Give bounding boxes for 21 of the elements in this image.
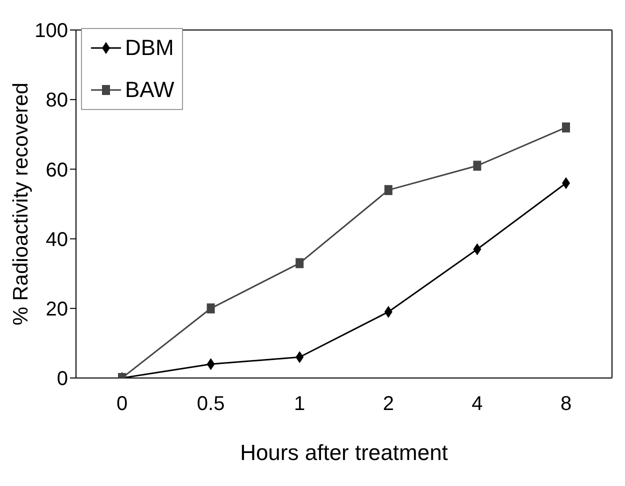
legend-label: BAW [125,77,174,103]
y-tick-label: 40 [46,228,68,251]
point [206,303,215,314]
y-tick-label: 100 [34,20,68,42]
point [384,185,392,196]
point [296,258,304,268]
y-tick-label: 20 [46,298,68,320]
point [562,122,570,132]
x-tick-label: 2 [382,393,394,416]
y-tick-label: 60 [46,159,68,182]
legend-label: DBM [125,35,174,61]
x-axis-title: Hours after treatment [240,440,448,465]
y-axis-title: % Radioactivity recovered [9,82,32,326]
x-tick-label: 0 [116,393,128,416]
x-tick-label: 8 [560,393,572,416]
x-tick-label: 4 [472,393,483,416]
x-tick-label: 1 [294,393,306,416]
y-tick-label: 0 [56,368,68,390]
point [473,160,482,171]
x-tick-label: 0.5 [196,393,225,416]
y-tick-label: 80 [46,90,68,112]
